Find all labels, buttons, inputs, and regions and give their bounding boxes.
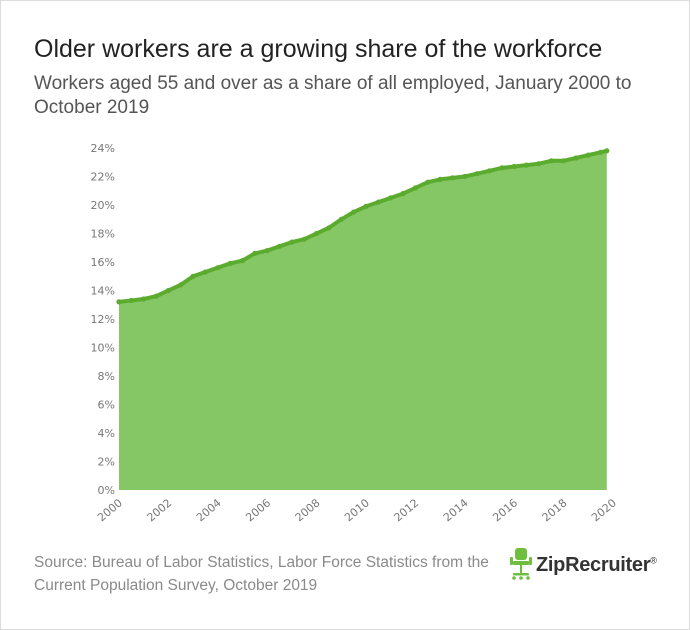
data-point xyxy=(375,199,381,205)
data-point xyxy=(449,175,456,181)
office-chair-icon xyxy=(510,548,532,580)
source-note: Source: Bureau of Labor Statistics, Labo… xyxy=(34,554,489,594)
data-point xyxy=(116,299,122,305)
data-point xyxy=(190,273,196,279)
area-chart: 0% 2% 4% 6% 8% 10% 12% 14% 16% 18% 20% 22% 24% 2000 2… xyxy=(91,142,619,524)
data-point xyxy=(604,148,610,154)
data-point xyxy=(462,173,468,180)
data-point xyxy=(511,163,517,170)
y-tick-label: 0% xyxy=(98,484,115,497)
data-point xyxy=(474,171,480,177)
data-point xyxy=(536,161,542,167)
data-point xyxy=(388,195,394,201)
logo-wordmark: ZipRecruiter® xyxy=(536,554,657,576)
x-tick-label: 2008 xyxy=(293,496,323,524)
x-tick-label: 2010 xyxy=(342,496,372,524)
y-tick-label: 24% xyxy=(91,142,115,155)
data-point xyxy=(585,152,591,158)
x-tick-label: 2004 xyxy=(194,496,224,524)
data-point xyxy=(499,165,505,171)
x-tick-label: 2000 xyxy=(95,496,125,524)
x-tick-label: 2018 xyxy=(540,496,570,524)
x-tick-label: 2006 xyxy=(243,496,273,524)
y-tick-label: 12% xyxy=(91,313,115,326)
data-point xyxy=(561,158,567,164)
y-tick-label: 4% xyxy=(98,427,115,440)
data-point xyxy=(412,185,418,191)
chart-title: Older workers are a growing share of the… xyxy=(34,35,603,63)
y-tick-label: 8% xyxy=(98,370,115,383)
x-tick-label: 2002 xyxy=(145,496,175,524)
y-tick-label: 16% xyxy=(91,256,115,269)
data-point xyxy=(264,248,270,254)
x-tick-label: 2016 xyxy=(490,496,520,524)
data-point xyxy=(165,287,171,294)
data-point xyxy=(425,179,431,185)
y-tick-label: 18% xyxy=(91,228,115,241)
data-point xyxy=(351,209,357,215)
y-tick-label: 20% xyxy=(91,199,115,212)
data-point xyxy=(227,260,233,266)
data-point xyxy=(215,265,221,271)
data-point xyxy=(202,269,208,275)
x-tick-label: 2014 xyxy=(441,496,471,524)
data-point xyxy=(400,191,406,197)
data-point xyxy=(141,296,147,302)
series-area-0 xyxy=(119,150,607,491)
data-point xyxy=(239,258,246,264)
data-point xyxy=(486,168,493,174)
data-point xyxy=(301,236,307,242)
data-point xyxy=(363,203,369,209)
data-point xyxy=(598,149,604,155)
chart-subtitle: Workers aged 55 and over as a share of a… xyxy=(34,73,632,118)
data-point xyxy=(252,250,258,256)
y-tick-label: 10% xyxy=(91,342,115,355)
data-point xyxy=(178,282,184,288)
data-point xyxy=(277,243,283,249)
x-tick-label: 2012 xyxy=(392,496,422,524)
x-tick-label: 2020 xyxy=(589,496,619,524)
data-point xyxy=(153,293,159,299)
data-point xyxy=(326,225,332,231)
data-point xyxy=(289,239,295,245)
data-point xyxy=(548,158,554,164)
y-tick-label: 14% xyxy=(91,285,115,298)
data-point xyxy=(314,230,320,237)
data-point xyxy=(338,216,344,222)
data-point xyxy=(128,297,134,304)
y-tick-label: 22% xyxy=(91,171,115,184)
y-tick-label: 2% xyxy=(98,456,115,469)
data-point xyxy=(523,162,530,168)
data-point xyxy=(573,155,579,161)
y-tick-label: 6% xyxy=(98,399,115,412)
data-point xyxy=(437,176,443,182)
